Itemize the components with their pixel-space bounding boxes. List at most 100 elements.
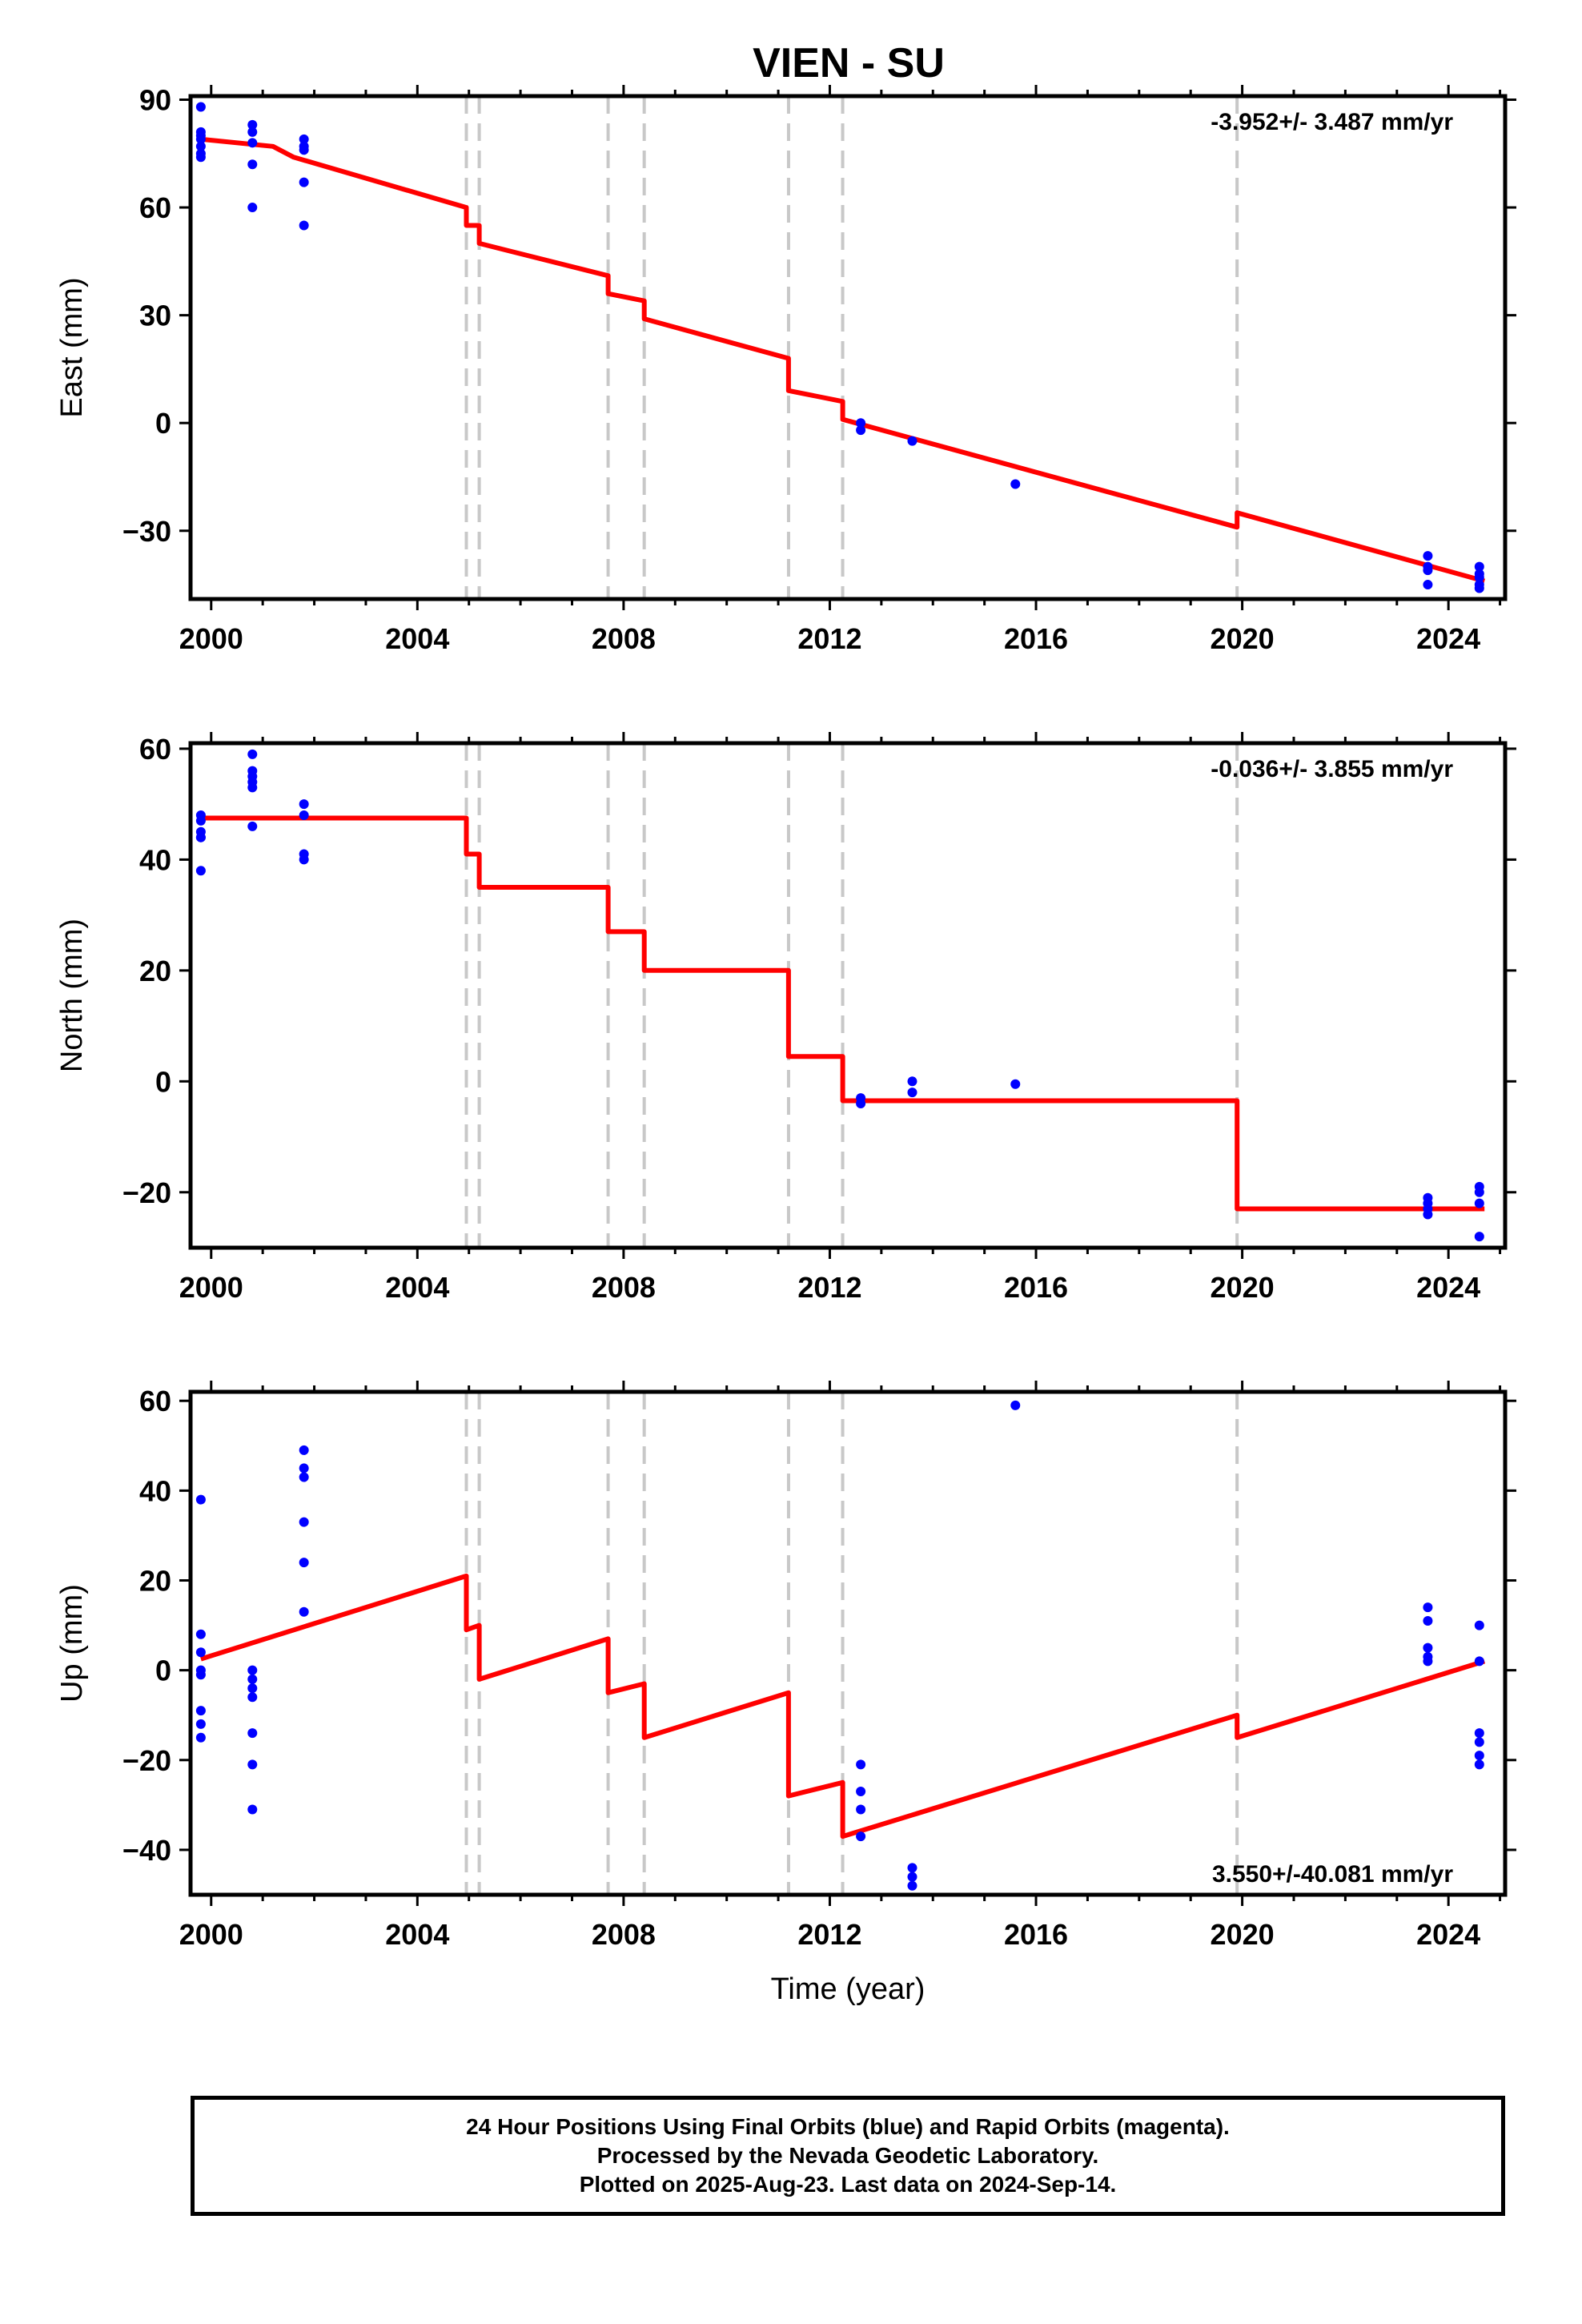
data-point (195, 1732, 206, 1743)
data-point (299, 1472, 309, 1482)
data-point (247, 203, 258, 213)
data-point (247, 1728, 258, 1739)
data-point (1010, 479, 1021, 489)
y-tick-label: 60 (139, 1385, 171, 1417)
x-tick-label: 2004 (385, 1271, 449, 1304)
data-point (247, 127, 258, 137)
chart-title: VIEN - SU (753, 40, 945, 86)
x-tick-label: 2000 (179, 622, 243, 655)
data-point (1423, 565, 1433, 576)
panels: 2000 2004 2008 2012 2016 2020 2024−300306090Ea… (55, 83, 1516, 2006)
data-point (247, 1674, 258, 1684)
x-tick-label: 2000 (179, 1271, 243, 1304)
data-point (247, 138, 258, 148)
panel-east: 2000 2004 2008 2012 2016 2020 2024 −30 0 30 60 90 Ea… (55, 83, 1516, 655)
x-tick-label: 2020 (1211, 622, 1275, 655)
data-point (195, 832, 206, 842)
data-point (1423, 1209, 1433, 1220)
x-tick-label: 2008 (592, 622, 656, 655)
data-point (1423, 1656, 1433, 1667)
data-point (1474, 583, 1484, 593)
data-point (907, 1872, 917, 1882)
data-point (856, 1804, 866, 1815)
data-point (299, 220, 309, 231)
data-point (1474, 1232, 1484, 1242)
data-point (856, 1831, 866, 1842)
data-point (247, 749, 258, 759)
x-tick-label: 2016 (1004, 1918, 1068, 1951)
data-point (195, 1629, 206, 1639)
plot-frame (188, 94, 1508, 601)
data-point (195, 134, 206, 144)
data-point (195, 102, 206, 112)
model-line (200, 1573, 1486, 1839)
data-point (195, 1494, 206, 1505)
data-point (856, 1787, 866, 1797)
x-tick-label: 2024 (1416, 1271, 1480, 1304)
data-point (907, 1088, 917, 1098)
x-tick-label: 2012 (797, 622, 861, 655)
y-tick-label: 0 (155, 1065, 171, 1098)
plot-frame (188, 1389, 1508, 1897)
x-tick-label: 2004 (385, 1918, 449, 1951)
y-tick-label: −40 (122, 1834, 171, 1867)
data-point (856, 418, 866, 428)
data-point (247, 119, 258, 130)
x-tick-label: 2020 (1211, 1271, 1275, 1304)
data-point (1474, 1751, 1484, 1761)
data-point (856, 1099, 866, 1108)
rate-label: -0.036+/- 3.855 mm/yr (1211, 756, 1453, 782)
x-tick-label: 2012 (797, 1918, 861, 1951)
data-point (299, 134, 309, 144)
data-point (299, 1463, 309, 1474)
data-point (1423, 551, 1433, 561)
data-point (1474, 1620, 1484, 1630)
y-tick-label: 90 (139, 83, 171, 116)
x-tick-label: 2024 (1416, 622, 1480, 655)
data-point (247, 1683, 258, 1694)
y-tick-label: 30 (139, 300, 171, 332)
y-tick-label: 40 (139, 843, 171, 876)
data-point (195, 1670, 206, 1680)
data-point (299, 1606, 309, 1617)
data-point (247, 159, 258, 170)
data-point (1474, 1737, 1484, 1747)
data-point (856, 1759, 866, 1770)
y-tick-label: 20 (139, 955, 171, 987)
data-point (907, 1863, 917, 1873)
footer-line-1: 24 Hour Positions Using Final Orbits (bl… (466, 2114, 1230, 2139)
y-tick-label: −30 (122, 515, 171, 548)
y-axis-title: East (mm) (55, 277, 89, 417)
data-point (195, 1706, 206, 1716)
data-point (907, 1880, 917, 1891)
y-tick-label: 20 (139, 1565, 171, 1598)
plot-frame (188, 741, 1508, 1250)
data-point (1474, 561, 1484, 572)
data-point (299, 1445, 309, 1455)
rate-label: 3.550+/-40.081 mm/yr (1212, 1861, 1453, 1888)
data-point (1010, 1079, 1021, 1089)
data-point (247, 1665, 258, 1675)
x-tick-label: 2024 (1416, 1918, 1480, 1951)
data-point (1423, 580, 1433, 590)
data-point (1423, 1615, 1433, 1626)
data-point (299, 799, 309, 810)
y-tick-label: 60 (139, 733, 171, 766)
model-line (200, 136, 1485, 584)
x-tick-label: 2008 (592, 1918, 656, 1951)
x-axis-title: Time (year) (771, 1972, 926, 2006)
data-point (247, 1692, 258, 1703)
data-point (299, 810, 309, 820)
footer-line-3: Plotted on 2025-Aug-23. Last data on 202… (579, 2172, 1117, 2197)
data-point (195, 152, 206, 163)
model-line (200, 815, 1485, 1212)
data-point (1010, 1400, 1021, 1410)
data-point (1474, 1187, 1484, 1197)
x-tick-label: 2016 (1004, 1271, 1068, 1304)
data-point (299, 854, 309, 865)
data-point (247, 782, 258, 793)
x-tick-label: 2000 (179, 1918, 243, 1951)
data-point (195, 1647, 206, 1658)
data-point (195, 815, 206, 826)
